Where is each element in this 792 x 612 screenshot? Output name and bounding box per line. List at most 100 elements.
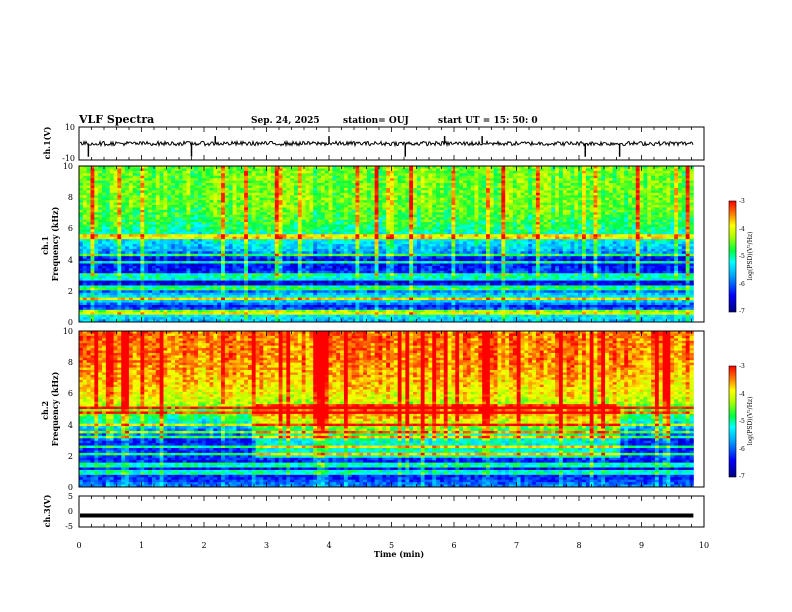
spectrogram-cell [190,298,194,301]
spectrogram-cell [83,315,87,318]
spectrogram-cell [294,212,298,215]
spectrogram-cell [367,173,371,176]
spectrogram-cell [156,288,160,291]
spectrogram-cell [248,171,252,174]
spectrogram-cell [102,195,106,198]
spectrogram-cell [110,288,114,291]
spectrogram-cell [187,220,191,223]
spectrogram-cell [102,203,106,206]
spectrogram-cell [210,285,214,288]
spectrogram-cell [125,305,129,308]
spectrogram-cell [160,254,164,257]
spectrogram-cell [102,220,106,223]
spectrogram-cell [290,205,294,208]
spectrogram-cell [332,173,336,176]
spectrogram-cell [194,244,198,247]
spectrogram-cell [256,307,260,310]
spectrogram-cell [336,212,340,215]
spectrogram-cell [244,261,248,264]
spectrogram-cell [352,251,356,254]
spectrogram-cell [348,195,352,198]
spectrogram-cell [114,254,118,257]
spectrogram-cell [114,283,118,286]
spectrogram-cell [294,188,298,191]
spectrogram-cell [263,242,267,245]
spectrogram-cell [352,254,356,257]
spectrogram-cell [355,190,359,193]
spectrogram-cell [313,193,317,196]
spectrogram-cell [340,237,344,240]
spectrogram-cell [259,227,263,230]
spectrogram-cell [256,239,260,242]
spectrogram-cell [110,181,114,184]
spectrogram-cell [160,190,164,193]
spectrogram-cell [98,276,102,279]
spectrogram-cell [344,198,348,201]
spectrogram-cell [91,176,95,179]
spectrogram-cell [144,303,148,306]
spectrogram-cell [83,205,87,208]
spectrogram-cell [94,188,98,191]
spectrogram-cell [336,264,340,267]
spectrogram-cell [298,283,302,286]
spectrogram-cell [152,295,156,298]
spectrogram-cell [133,207,137,210]
spectrogram-cell [329,225,333,228]
spectrogram-cell [302,254,306,257]
spectrogram-cell [294,183,298,186]
spectrogram-cell [229,273,233,276]
spectrogram-cell [87,220,91,223]
spectrogram-cell [94,303,98,306]
spectrogram-cell [309,288,313,291]
spectrogram-cell [259,264,263,267]
spectrogram-cell [210,190,214,193]
spectrogram-cell [240,266,244,269]
spectrogram-cell [252,293,256,296]
spectrogram-cell [114,261,118,264]
spectrogram-cell [340,303,344,306]
spectrogram-cell [83,207,87,210]
spectrogram-cell [359,173,363,176]
spectrogram-cell [144,178,148,181]
spectrogram-cell [87,259,91,262]
spectrogram-cell [317,295,321,298]
spectrogram-cell [206,181,210,184]
spectrogram-cell [263,188,267,191]
spectrogram-cell [98,249,102,252]
spectrogram-cell [114,186,118,189]
spectrogram-cell [267,181,271,184]
spectrogram-cell [348,315,352,318]
spectrogram-cell [137,244,141,247]
spectrogram-cell [221,234,225,237]
spectrogram-cell [332,198,336,201]
spectrogram-cell [140,293,144,296]
spectrogram-cell [156,181,160,184]
spectrogram-cell [329,176,333,179]
spectrogram-cell [140,283,144,286]
spectrogram-cell [336,176,340,179]
spectrogram-cell [302,229,306,232]
spectrogram-cell [321,190,325,193]
spectrogram-cell [248,220,252,223]
spectrogram-cell [110,207,114,210]
spectrogram-cell [206,290,210,293]
spectrogram-cell [198,168,202,171]
spectrogram-cell [298,168,302,171]
spectrogram-cell [244,198,248,201]
spectrogram-cell [190,193,194,196]
spectrogram-cell [263,285,267,288]
spectrogram-cell [233,195,237,198]
spectrogram-cell [160,222,164,225]
spectrogram-cell [240,188,244,191]
spectrogram-cell [275,261,279,264]
spectrogram-cell [221,225,225,228]
spectrogram-cell [352,173,356,176]
spectrogram-cell [352,178,356,181]
spectrogram-cell [187,237,191,240]
spectrogram-cell [252,271,256,274]
spectrogram-cell [336,203,340,206]
spectrogram-cell [125,259,129,262]
spectrogram-cell [302,268,306,271]
spectrogram-cell [352,203,356,206]
spectrogram-cell [332,273,336,276]
